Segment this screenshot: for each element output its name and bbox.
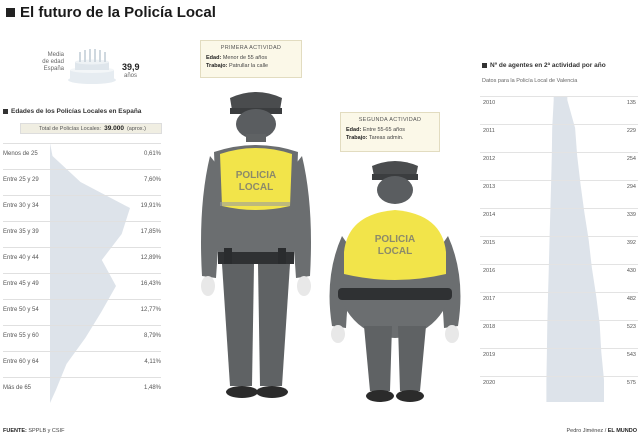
age-row: Entre 50 y 54 12,77% bbox=[3, 299, 161, 323]
year-row-value: 392 bbox=[626, 240, 636, 246]
age-row-label: Entre 30 y 34 bbox=[3, 203, 39, 209]
primera-actividad-callout: PRIMERA ACTIVIDAD Edad: Menor de 55 años… bbox=[200, 40, 302, 78]
age-row-pct: 19,91% bbox=[140, 203, 161, 209]
year-row-year: 2018 bbox=[483, 324, 496, 330]
year-row-year: 2012 bbox=[483, 156, 496, 162]
page-title: El futuro de la Policía Local bbox=[6, 4, 216, 21]
age-row: Entre 60 y 64 4,11% bbox=[3, 351, 161, 375]
agents-section-subtitle: Datos para la Policía Local de Valencia bbox=[482, 78, 578, 84]
vest-text-line-2: LOCAL bbox=[239, 182, 273, 193]
section-square-icon bbox=[3, 109, 8, 114]
year-row-year: 2013 bbox=[483, 184, 496, 190]
agents-by-year-shape bbox=[546, 96, 604, 402]
age-row: Más de 65 1,48% bbox=[3, 377, 161, 401]
year-row: 2019 543 bbox=[480, 348, 638, 376]
year-row: 2010 135 bbox=[480, 96, 638, 124]
age-row-label: Entre 35 y 39 bbox=[3, 229, 39, 235]
year-row-year: 2016 bbox=[483, 268, 496, 274]
cake-icon bbox=[68, 49, 116, 84]
media-edad-unit: años bbox=[124, 73, 138, 79]
age-row-pct: 1,48% bbox=[143, 385, 161, 391]
year-row: 2012 254 bbox=[480, 152, 638, 180]
age-row-label: Entre 40 y 44 bbox=[3, 255, 39, 261]
year-row-value: 482 bbox=[626, 296, 636, 302]
age-row-pct: 16,43% bbox=[140, 281, 161, 287]
segunda-heading: SEGUNDA ACTIVIDAD bbox=[358, 117, 422, 123]
year-row: 2018 523 bbox=[480, 320, 638, 348]
year-row-year: 2017 bbox=[483, 296, 496, 302]
title-square-icon bbox=[6, 8, 15, 17]
footer-source: FUENTE: SPPLB y CSIF bbox=[3, 428, 65, 434]
year-row-value: 543 bbox=[626, 352, 636, 358]
primera-trabajo: Patrullar la calle bbox=[228, 63, 269, 69]
media-edad-value: 39,9 bbox=[122, 62, 140, 72]
year-row: 2013 294 bbox=[480, 180, 638, 208]
age-row-label: Menos de 25 bbox=[3, 151, 38, 157]
age-row-pct: 4,11% bbox=[144, 359, 161, 365]
age-row-pct: 0,61% bbox=[143, 151, 161, 157]
agents-section-title: Nº de agentes en 2ª actividad por año bbox=[482, 62, 606, 69]
media-edad: Media de edad España 39,9 años bbox=[30, 49, 160, 92]
age-row-pct: 7,60% bbox=[143, 177, 161, 183]
section-square-icon-right bbox=[482, 63, 487, 68]
title-text: El futuro de la Policía Local bbox=[20, 4, 216, 21]
age-row: Entre 55 y 60 8,79% bbox=[3, 325, 161, 349]
age-row-label: Entre 25 y 29 bbox=[3, 177, 39, 183]
age-row-label: Entre 60 y 64 bbox=[3, 359, 39, 365]
segunda-edad: Entre 55-65 años bbox=[362, 127, 406, 133]
year-row: 2015 392 bbox=[480, 236, 638, 264]
age-row: Menos de 25 0,61% bbox=[3, 143, 161, 167]
year-row: 2014 339 bbox=[480, 208, 638, 236]
age-row: Entre 30 y 34 19,91% bbox=[3, 195, 161, 219]
segunda-actividad-callout: SEGUNDA ACTIVIDAD Edad: Entre 55-65 años… bbox=[340, 112, 440, 152]
year-row-year: 2020 bbox=[483, 380, 496, 386]
age-row-pct: 12,77% bbox=[140, 307, 161, 313]
age-row-pct: 17,85% bbox=[140, 229, 161, 235]
age-row-label: Entre 50 y 54 bbox=[3, 307, 39, 313]
year-row-value: 339 bbox=[626, 212, 636, 218]
vest-text-line-2-b: LOCAL bbox=[378, 246, 412, 257]
footer-credit: Pedro Jiménez / EL MUNDO bbox=[566, 428, 637, 434]
segunda-trabajo: Tareas admin. bbox=[368, 135, 404, 141]
year-row: 2020 575 bbox=[480, 376, 638, 404]
year-row-year: 2019 bbox=[483, 352, 496, 358]
year-row: 2011 229 bbox=[480, 124, 638, 152]
vest-text-line-1: POLICIA bbox=[236, 170, 277, 181]
vest-text-line-1-b: POLICIA bbox=[375, 234, 416, 245]
age-row: Entre 40 y 44 12,89% bbox=[3, 247, 161, 271]
total-police-box: Total de Policías Locales: 39.000 (aprox… bbox=[20, 123, 162, 134]
year-row-value: 430 bbox=[626, 268, 636, 274]
agents-by-year-chart bbox=[546, 96, 604, 402]
ages-section-title: Edades de los Policías Locales en España bbox=[3, 108, 141, 115]
age-row-label: Entre 45 y 49 bbox=[3, 281, 39, 287]
year-row-year: 2014 bbox=[483, 212, 496, 218]
age-row: Entre 35 y 39 17,85% bbox=[3, 221, 161, 245]
year-row: 2017 482 bbox=[480, 292, 638, 320]
age-row-label: Entre 55 y 60 bbox=[3, 333, 39, 339]
primera-edad: Menor de 55 años bbox=[222, 55, 268, 61]
year-row-year: 2015 bbox=[483, 240, 496, 246]
age-row-label: Más de 65 bbox=[3, 385, 32, 391]
year-row-value: 575 bbox=[626, 380, 636, 386]
year-row-year: 2010 bbox=[483, 100, 496, 106]
age-row-pct: 12,89% bbox=[140, 255, 161, 261]
officer-fit-illustration: POLICIA LOCAL bbox=[201, 92, 311, 398]
age-row: Entre 25 y 29 7,60% bbox=[3, 169, 161, 193]
year-row: 2016 430 bbox=[480, 264, 638, 292]
year-row-value: 229 bbox=[626, 128, 636, 134]
year-row-value: 294 bbox=[626, 184, 636, 190]
year-row-value: 523 bbox=[626, 324, 636, 330]
primera-heading: PRIMERA ACTIVIDAD bbox=[220, 45, 282, 51]
age-row-pct: 8,79% bbox=[143, 333, 161, 339]
age-row: Entre 45 y 49 16,43% bbox=[3, 273, 161, 297]
year-row-value: 254 bbox=[626, 156, 636, 162]
media-edad-label: Media de edad España bbox=[42, 52, 64, 72]
year-row-year: 2011 bbox=[483, 128, 495, 134]
officer-chubby-illustration: POLICIA LOCAL bbox=[329, 161, 461, 402]
year-row-value: 135 bbox=[626, 100, 636, 106]
